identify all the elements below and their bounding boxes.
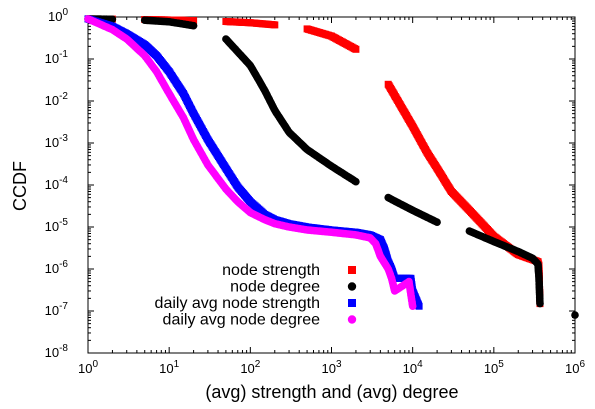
x-axis-label: (avg) strength and (avg) degree	[205, 382, 458, 402]
data-series	[84, 15, 579, 319]
x-tick-label: 105	[484, 359, 504, 376]
axes: 100 101 102 103 104 105 106 100 10-1 10-2 10-3 10-4…	[45, 7, 586, 376]
y-tick-label: 10-1	[45, 49, 69, 66]
x-tick-label: 101	[159, 359, 179, 376]
legend-marker	[347, 315, 357, 324]
data-point	[352, 45, 360, 53]
data-point	[189, 21, 198, 30]
data-point	[190, 17, 198, 25]
series-daily-avg-node-degree	[84, 15, 417, 311]
data-point	[571, 311, 579, 319]
legend-marker	[348, 299, 356, 307]
x-tick-label: 100	[78, 359, 98, 376]
y-tick-label: 100	[48, 7, 68, 24]
x-tick-label: 104	[403, 359, 423, 376]
legend-label: daily avg node degree	[163, 312, 321, 329]
data-point	[108, 15, 117, 24]
y-tick-label: 10-8	[45, 343, 69, 360]
legend-marker	[347, 282, 357, 291]
y-tick-label: 10-2	[45, 91, 69, 108]
x-tick-label: 106	[565, 359, 585, 376]
data-point	[271, 21, 279, 29]
data-point	[352, 177, 360, 186]
legend-marker	[348, 266, 356, 274]
x-tick-label: 102	[240, 359, 260, 376]
data-point	[433, 218, 441, 226]
data-point	[415, 302, 423, 310]
y-axis-label: CCDF	[10, 161, 30, 211]
legend-label: node strength	[222, 262, 320, 279]
y-tick-label: 10-6	[45, 259, 69, 276]
data-point	[408, 302, 417, 311]
y-tick-label: 10-7	[45, 301, 69, 318]
legend-label: daily avg node strength	[155, 295, 320, 312]
data-point	[536, 299, 544, 308]
legend-label: node degree	[230, 279, 320, 296]
y-tick-label: 10-5	[45, 217, 69, 234]
y-tick-label: 10-3	[45, 133, 69, 150]
y-tick-label: 10-4	[45, 175, 69, 192]
x-tick-label: 103	[321, 359, 341, 376]
